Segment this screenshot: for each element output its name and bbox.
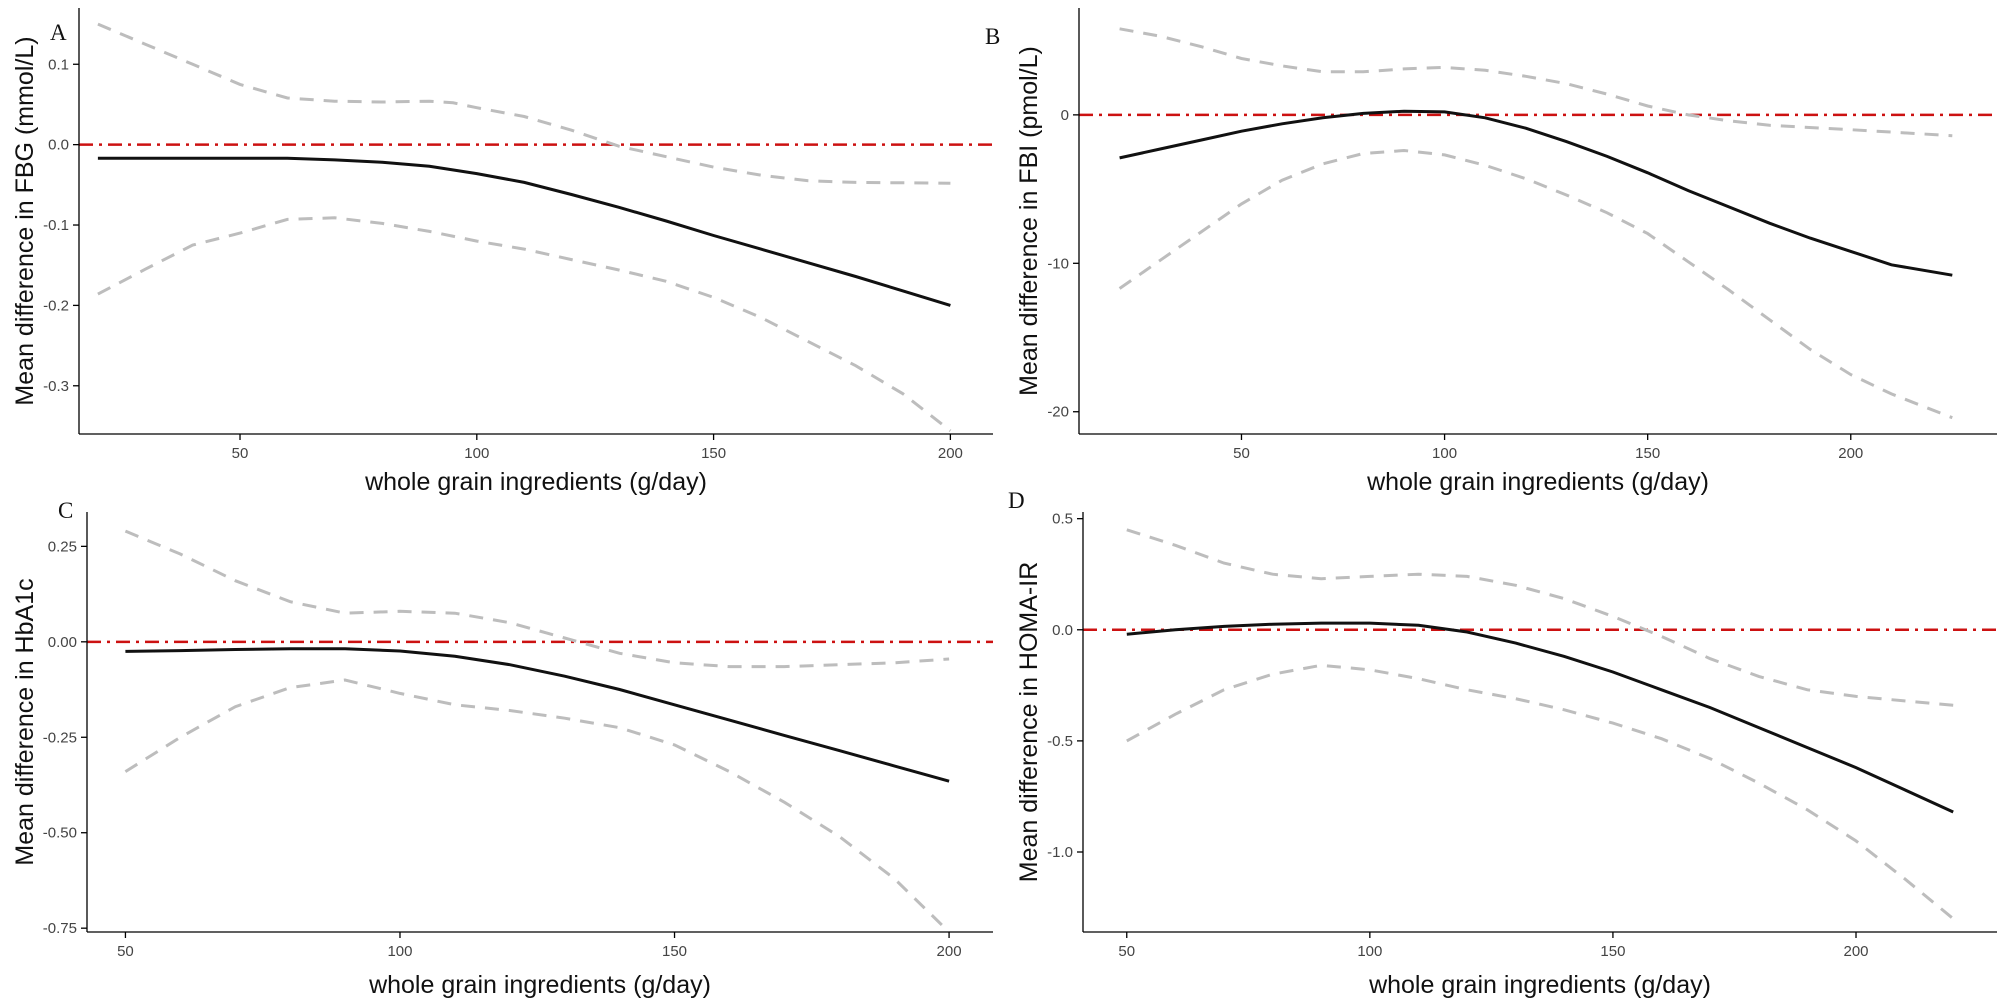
y-tick-label-a: 0.0: [48, 137, 69, 154]
ci-upper-line-b: [1119, 27, 1953, 138]
y-tick-label-d: -0.5: [1047, 733, 1073, 750]
x-tick-label-c: 100: [387, 943, 412, 960]
x-tick-label-a: 50: [232, 445, 249, 462]
ci-lower-line-c: [124, 678, 951, 934]
panel-c: 50 100 150 200 -0.75 -0.50 -0.25 0.00 0.25 whole …: [11, 512, 993, 999]
y-tick-label-c: 0.25: [48, 538, 77, 555]
ci-lower-line-d: [1126, 663, 1955, 920]
panel-tag-a: A: [50, 20, 67, 45]
x-tick-label-c: 50: [117, 943, 134, 960]
y-tick-label-d: -1.0: [1047, 844, 1073, 861]
y-tick-label-a: 0.1: [48, 56, 69, 73]
y-tick-label-c: -0.25: [43, 729, 77, 746]
y-tick-label-b: -20: [1047, 404, 1069, 421]
x-tick-label-b: 150: [1635, 445, 1660, 462]
panel-tag-c: C: [58, 498, 73, 523]
x-tick-label-a: 100: [464, 445, 489, 462]
panel-tag-b: B: [985, 24, 1000, 49]
ci-upper-line-d: [1126, 528, 1954, 707]
x-axis-title-d: whole grain ingredients (g/day): [1368, 971, 1711, 999]
estimate-line-d: [1126, 621, 1954, 814]
ci-lower-line-b: [1118, 148, 1953, 420]
y-tick-label-b: -10: [1047, 255, 1069, 272]
x-tick-label-c: 150: [662, 943, 687, 960]
ci-upper-line-a: [97, 22, 951, 185]
y-axis-title-d: Mean difference in HOMA-IR: [1015, 562, 1043, 883]
y-tick-label-d: 0.5: [1052, 511, 1073, 528]
x-axis-title-b: whole grain ingredients (g/day): [1366, 468, 1709, 496]
panel-a: 50 100 150 200 -0.3 -0.2 -0.1 0.0 0.1 whole grain…: [11, 8, 993, 496]
y-axis-title-b: Mean difference in FBI (pmol/L): [1015, 46, 1043, 396]
y-axis-title-a: Mean difference in FBG (mmol/L): [11, 36, 39, 405]
panel-tag-d: D: [1008, 488, 1025, 513]
x-tick-label-b: 100: [1432, 445, 1457, 462]
ci-lower-line-a: [97, 216, 952, 432]
x-tick-label-c: 200: [937, 943, 962, 960]
y-tick-label-a: -0.1: [43, 217, 69, 234]
y-tick-label-c: 0.00: [48, 634, 77, 651]
panel-d: 50 100 150 200 -1.0 -0.5 0.0 0.5 whole grain ing…: [1015, 511, 1997, 999]
x-tick-label-b: 200: [1838, 445, 1863, 462]
x-tick-label-d: 150: [1600, 943, 1625, 960]
y-tick-label-c: -0.75: [43, 920, 77, 937]
x-tick-label-a: 150: [701, 445, 726, 462]
y-axis-title-c: Mean difference in HbA1c: [11, 578, 39, 865]
x-axis-title-a: whole grain ingredients (g/day): [364, 468, 707, 496]
y-tick-label-d: 0.0: [1052, 622, 1073, 639]
x-tick-label-b: 50: [1233, 445, 1250, 462]
y-tick-label-c: -0.50: [43, 825, 77, 842]
y-tick-label-b: 0: [1061, 107, 1069, 124]
y-tick-label-a: -0.2: [43, 297, 69, 314]
estimate-line-c: [125, 647, 950, 783]
x-tick-label-d: 100: [1357, 943, 1382, 960]
estimate-line-b: [1119, 109, 1953, 277]
ci-upper-line-c: [124, 529, 950, 669]
x-tick-label-d: 50: [1118, 943, 1135, 960]
x-tick-label-d: 200: [1843, 943, 1868, 960]
x-tick-label-a: 200: [938, 445, 963, 462]
estimate-line-a: [97, 156, 951, 307]
y-tick-label-a: -0.3: [43, 378, 69, 395]
x-axis-title-c: whole grain ingredients (g/day): [368, 971, 711, 999]
panel-b: 50 100 150 200 -20 -10 0 whole grain ingredient…: [1015, 8, 1997, 496]
